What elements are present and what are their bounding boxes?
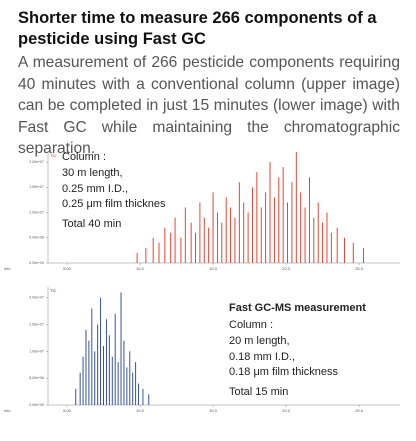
y-tick-label: 5.00e+06	[29, 236, 44, 240]
annotation: 0.25 μm film thicknes	[62, 198, 166, 210]
y-tick-label: 1.00e+07	[29, 210, 44, 214]
y-tick-label: 2.00e+07	[29, 160, 44, 164]
annotation: 0.18 mm I.D.,	[229, 351, 295, 363]
x-tick-label: 25.0	[355, 408, 364, 413]
x-tick-label: 25.0	[355, 266, 364, 271]
y-tick-label: 0.00e+00	[29, 403, 44, 407]
x-axis-label: min	[4, 408, 10, 413]
y-tick-label: 1.00e+07	[29, 349, 44, 353]
annotation: 0.18 μm film thickness	[229, 366, 339, 378]
x-axis-label: min	[4, 266, 10, 271]
annotation: Total 15 min	[229, 386, 288, 398]
x-tick-label: 10.0	[136, 266, 145, 271]
x-tick-label: 5.00	[63, 266, 72, 271]
title: Shorter time to measure 266 components o…	[18, 9, 377, 48]
legend: TIC	[50, 153, 57, 158]
y-tick-label: 5.00e+06	[29, 376, 44, 380]
annotation: Fast GC-MS measurement	[229, 302, 366, 314]
body-text: A measurement of 266 pesticide component…	[18, 54, 400, 157]
x-tick-label: 20.0	[282, 266, 291, 271]
annotation: 0.25 mm I.D.,	[62, 183, 128, 195]
annotation: 20 m length,	[229, 335, 290, 347]
x-tick-label: 20.0	[282, 408, 291, 413]
legend: TIC	[50, 288, 57, 293]
y-tick-label: 1.50e+07	[29, 322, 44, 326]
x-tick-label: 15.0	[209, 266, 218, 271]
y-tick-label: 1.50e+07	[29, 185, 44, 189]
y-tick-label: 0.00e+00	[29, 261, 44, 265]
annotation: 30 m length,	[62, 167, 123, 179]
x-tick-label: 10.0	[136, 408, 145, 413]
x-tick-label: 15.0	[209, 408, 218, 413]
annotation: Column :	[229, 319, 273, 331]
annotation: Total 40 min	[62, 218, 121, 230]
annotation: Column :	[62, 151, 106, 163]
y-tick-label: 2.00e+07	[29, 296, 44, 300]
x-tick-label: 5.00	[63, 408, 72, 413]
